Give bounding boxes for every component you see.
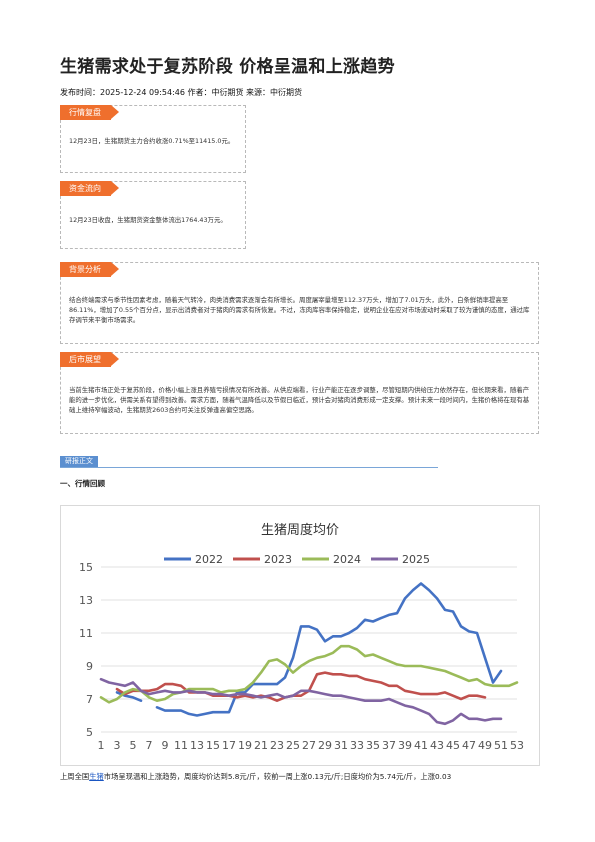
y-tick-label: 15: [79, 561, 93, 574]
section-bar: 研报正文: [60, 456, 438, 468]
series-line-2022: [115, 582, 503, 717]
review-box: 行情复盘 12月23日，生猪期货主力合约收涨0.71%至11415.0元。: [60, 105, 246, 173]
bottom-suffix: 市场呈现温和上涨趋势，周度均价达到5.8元/斤，较前一周上涨0.13元/斤;日度…: [103, 772, 452, 781]
series-line-2025: [99, 677, 503, 726]
bottom-paragraph: 上周全国生猪市场呈现温和上涨趋势，周度均价达到5.8元/斤，较前一周上涨0.13…: [60, 772, 451, 782]
x-axis-ticks: 1 3 5 7 9 11 13 15 17 19 21 23 25 27 29 31 33 35 37 39 41 43 4…: [98, 739, 525, 752]
chart-grid: [101, 566, 517, 733]
keyword-link[interactable]: 生猪: [89, 772, 104, 781]
x-tick-label: 29: [318, 739, 332, 752]
chart-lines: [99, 582, 519, 726]
section-heading: 一、行情回顾: [60, 479, 105, 488]
outlook-text: 当前生猪市场正处于复苏阶段，价格小幅上涨且养殖亏损情况有所改善。从供应端看，行业…: [69, 386, 530, 414]
bottom-prefix: 上周全国: [60, 772, 90, 781]
x-tick-label: 13: [190, 739, 204, 752]
article-meta: 发布时间：2025-12-24 09:54:46 作者：中衍期货 来源：中衍期货: [60, 88, 303, 97]
series-line-2023: [115, 671, 487, 702]
x-tick-label: 27: [302, 739, 316, 752]
x-tick-label: 31: [334, 739, 348, 752]
x-tick-label: 5: [130, 739, 137, 752]
y-tick-label: 11: [79, 627, 93, 640]
chart-title: 生猪周度均价: [261, 522, 339, 538]
x-tick-label: 41: [414, 739, 428, 752]
x-tick-label: 9: [162, 739, 169, 752]
x-tick-label: 7: [146, 739, 153, 752]
review-tag: 行情复盘: [60, 105, 119, 120]
x-tick-label: 3: [114, 739, 121, 752]
y-tick-label: 5: [86, 726, 93, 739]
x-tick-label: 19: [238, 739, 252, 752]
y-tick-label: 13: [79, 594, 93, 607]
y-tick-label: 9: [86, 660, 93, 673]
x-tick-label: 35: [366, 739, 380, 752]
outlook-box: 后市展望 当前生猪市场正处于复苏阶段，价格小幅上涨且养殖亏损情况有所改善。从供应…: [60, 352, 539, 434]
background-box: 背景分析 结合终端需求与季节性因素考虑，随着天气转冷，肉类消费需求逐渐会有所增长…: [60, 262, 539, 344]
x-tick-label: 1: [98, 739, 105, 752]
chart-legend: 2022 2023 2024 2025: [164, 553, 430, 566]
background-tag: 背景分析: [60, 262, 119, 277]
y-axis-ticks: 5 7 9 11 13 15: [79, 561, 93, 739]
x-tick-label: 47: [462, 739, 476, 752]
x-tick-label: 51: [494, 739, 508, 752]
legend-label: 2024: [333, 553, 361, 566]
fund-text: 12月23日收盘，生猪期货资金整体流出1764.43万元。: [69, 216, 227, 224]
x-tick-label: 37: [382, 739, 396, 752]
series-line-2024: [99, 644, 519, 704]
x-tick-label: 45: [446, 739, 460, 752]
legend-label: 2025: [402, 553, 430, 566]
x-tick-label: 43: [430, 739, 444, 752]
x-tick-label: 21: [254, 739, 268, 752]
x-tick-label: 23: [270, 739, 284, 752]
x-tick-label: 53: [510, 739, 524, 752]
x-tick-label: 39: [398, 739, 412, 752]
outlook-tag: 后市展望: [60, 352, 119, 367]
article-title: 生猪需求处于复苏阶段 价格呈温和上涨趋势: [60, 57, 395, 77]
background-text: 结合终端需求与季节性因素考虑，随着天气转冷，肉类消费需求逐渐会有所增长。周度屠宰…: [69, 296, 530, 324]
x-tick-label: 17: [222, 739, 236, 752]
review-text: 12月23日，生猪期货主力合约收涨0.71%至11415.0元。: [69, 137, 235, 145]
y-tick-label: 7: [86, 693, 93, 706]
x-tick-label: 11: [174, 739, 188, 752]
x-tick-label: 33: [350, 739, 364, 752]
fund-tag: 资金流向: [60, 181, 119, 196]
x-tick-label: 15: [206, 739, 220, 752]
x-tick-label: 25: [286, 739, 300, 752]
fund-box: 资金流向 12月23日收盘，生猪期货资金整体流出1764.43万元。: [60, 181, 246, 249]
legend-label: 2023: [264, 553, 292, 566]
legend-label: 2022: [195, 553, 223, 566]
section-label: 研报正文: [60, 456, 98, 467]
x-tick-label: 49: [478, 739, 492, 752]
